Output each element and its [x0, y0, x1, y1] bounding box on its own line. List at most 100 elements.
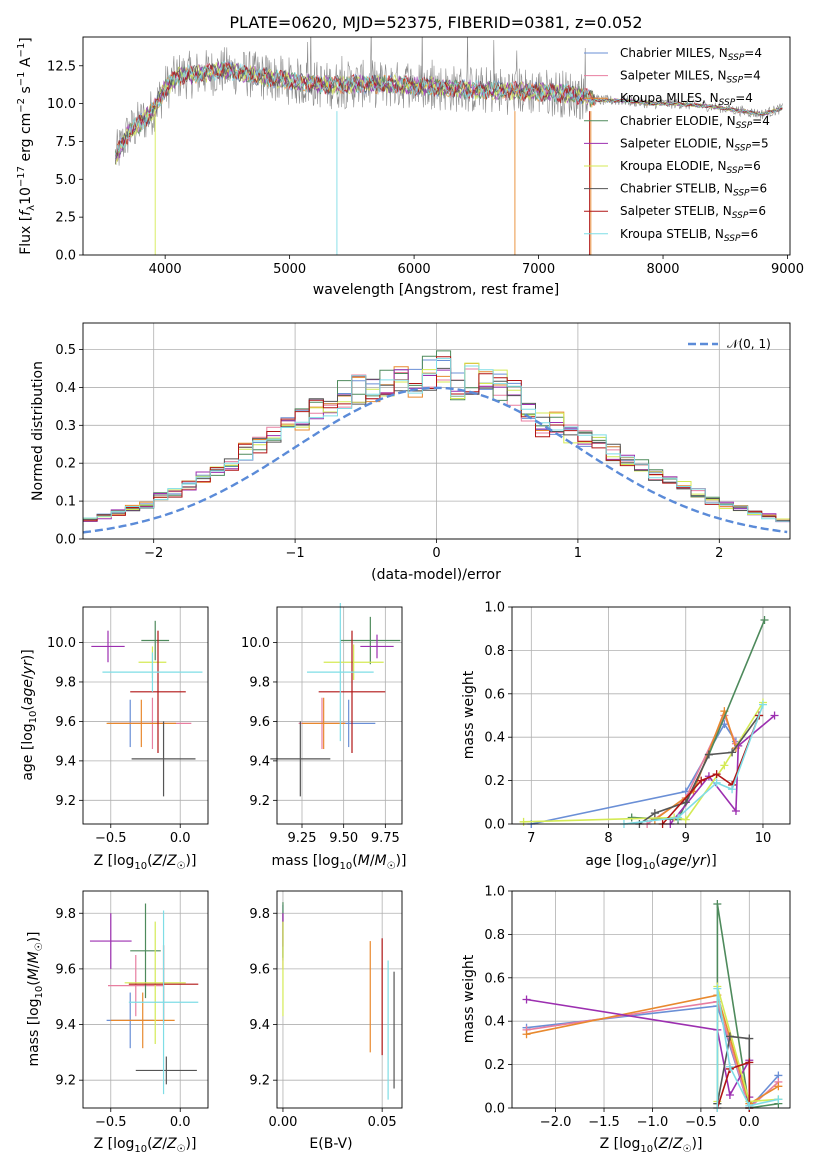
y-tick-label: 0.6: [484, 687, 505, 702]
mass-weight-marker: [745, 1034, 754, 1043]
x-tick-label: 9.25: [288, 831, 317, 846]
y-tick-label: 0.3: [55, 419, 76, 434]
legend-label: Kroupa STELIB, NSSP=6: [620, 227, 758, 244]
axes-frame: [82, 890, 209, 1109]
age-xlabel: age [log10(age/yr)]: [585, 853, 716, 872]
y-tick-label: 9.8: [55, 907, 76, 922]
x-tick-label: 8: [604, 831, 612, 846]
hist-ylabel: Normed distribution: [30, 361, 46, 501]
axes-frame: [276, 606, 403, 825]
axes-frame: [511, 606, 791, 825]
x-tick-label: −1: [286, 546, 305, 561]
mass-weight-marker: [770, 711, 779, 720]
mass-weight-marker: [697, 776, 706, 785]
y-tick-label: 9.2: [55, 794, 76, 809]
x-tick-label: −2: [144, 546, 163, 561]
y-tick-label: 0.1: [55, 495, 76, 510]
y-tick-label: 0.2: [484, 774, 505, 789]
mass-weight-marker: [728, 748, 737, 757]
x-tick-label: 6000: [398, 262, 431, 277]
y-tick-label: 0.4: [484, 1015, 505, 1030]
legend-label: Salpeter ELODIE, NSSP=5: [620, 136, 769, 153]
y-tick-label: 9.8: [249, 675, 270, 690]
y-tick-label: 0.0: [55, 533, 76, 548]
x-tick-label: −0.5: [685, 1115, 717, 1130]
legend-label: Salpeter MILES, NSSP=4: [620, 69, 761, 86]
spectrum-lines: [115, 37, 783, 255]
x-tick-label: 0.0: [170, 1115, 191, 1130]
y-tick-label: 9.6: [249, 962, 270, 977]
x-tick-label: 7000: [522, 262, 555, 277]
mass-weight-line: [531, 722, 737, 825]
model-spectrum-line: [115, 59, 783, 156]
x-tick-label: 0.00: [268, 1115, 297, 1130]
mass-weight-line: [716, 1061, 751, 1109]
x-tick-label: −1.5: [588, 1115, 620, 1130]
legend-label: Kroupa ELODIE, NSSP=6: [620, 159, 761, 176]
y-tick-label: 9.8: [249, 907, 270, 922]
axes-frame: [82, 36, 791, 256]
y-tick-label: 0.8: [484, 928, 505, 943]
mass-weight-marker: [731, 806, 740, 815]
mass-weight-marker: [774, 1082, 783, 1091]
ebv-xlabel: E(B-V): [309, 1136, 352, 1152]
y-tick-label: 0.0: [484, 1102, 505, 1117]
mw-age-ylabel: mass weight: [461, 670, 477, 759]
x-tick-label: 9000: [771, 262, 804, 277]
x-tick-label: 1: [574, 546, 582, 561]
x-tick-label: −0.5: [95, 831, 127, 846]
mass-ylabel: mass [log10(M/M☉)]: [26, 931, 45, 1066]
mass-weight-marker: [725, 1032, 734, 1041]
gaussian-reference-line: [83, 386, 788, 534]
mass-weight-marker: [712, 770, 721, 779]
spectrum-xlabel: wavelength [Angstrom, rest frame]: [313, 282, 559, 298]
model-spectrum-line: [115, 62, 783, 156]
model-spectrum-line: [115, 62, 783, 162]
y-tick-label: 9.2: [249, 1074, 270, 1089]
hist-xlabel: (data-model)/error: [371, 567, 501, 583]
mass-weight-marker: [713, 984, 722, 993]
x-tick-label: 2: [715, 546, 723, 561]
legend-label: Chabrier ELODIE, NSSP=4: [620, 114, 770, 131]
y-tick-label: 0.2: [484, 1058, 505, 1073]
mass-weight-marker: [720, 761, 729, 770]
mass-weight-marker: [774, 1095, 783, 1104]
mass-weight-marker: [728, 785, 737, 794]
y-tick-label: 9.2: [55, 1074, 76, 1089]
y-tick-label: 0.5: [55, 343, 76, 358]
x-tick-label: 7: [527, 831, 535, 846]
y-tick-label: 0.2: [55, 457, 76, 472]
y-tick-label: 10.0: [47, 636, 76, 651]
mass-weight-marker: [519, 817, 528, 826]
y-tick-label: 0.8: [484, 644, 505, 659]
y-tick-label: 0.0: [55, 249, 76, 264]
mass-weight-line: [638, 715, 760, 825]
y-tick-label: 0.0: [484, 818, 505, 833]
mass-weight-line: [623, 704, 764, 825]
axes-frame: [511, 890, 791, 1109]
z-xlabel-bottom-left: Z [log10(Z/Z☉)]: [94, 1136, 197, 1155]
mass-weight-marker: [745, 1101, 754, 1110]
legend-label: Salpeter STELIB, NSSP=6: [620, 204, 766, 221]
mass-xlabel: mass [log10(M/M☉)]: [271, 853, 406, 872]
y-tick-label: 1.0: [484, 885, 505, 900]
y-tick-label: 9.4: [249, 1018, 270, 1033]
x-tick-label: 0.05: [368, 1115, 397, 1130]
x-tick-label: 4000: [149, 262, 182, 277]
y-tick-label: 9.6: [55, 715, 76, 730]
axes-frame: [82, 322, 791, 540]
histogram-step-line: [83, 358, 790, 524]
mw-z-ylabel: mass weight: [461, 954, 477, 1043]
mass-weight-marker: [725, 1090, 734, 1099]
histogram-steps: [83, 350, 790, 534]
y-tick-label: 0.4: [484, 731, 505, 746]
y-tick-label: 9.4: [249, 754, 270, 769]
x-tick-label: 5000: [273, 262, 306, 277]
x-tick-label: 0.0: [170, 831, 191, 846]
mass-weight-marker: [704, 750, 713, 759]
mass-weight-marker: [627, 813, 636, 822]
x-tick-label: 0.0: [739, 1115, 760, 1130]
legend-label: Kroupa MILES, NSSP=4: [620, 91, 753, 108]
